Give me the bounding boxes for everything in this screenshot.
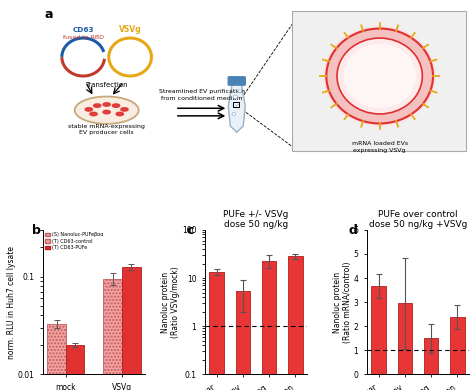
Ellipse shape — [112, 104, 119, 107]
Circle shape — [109, 38, 152, 76]
Circle shape — [232, 112, 236, 115]
Bar — [398, 303, 412, 374]
FancyBboxPatch shape — [228, 77, 246, 85]
Text: Streamlined EV purification: Streamlined EV purification — [159, 89, 245, 94]
Title: PUFe over control
dose 50 ng/kg +VSVg: PUFe over control dose 50 ng/kg +VSVg — [369, 210, 467, 229]
Text: d: d — [348, 224, 357, 237]
Text: a: a — [45, 9, 53, 21]
Text: Transfection: Transfection — [85, 82, 128, 88]
Text: VSVg: VSVg — [119, 25, 141, 34]
Text: b: b — [32, 224, 41, 237]
Ellipse shape — [75, 96, 138, 124]
Circle shape — [237, 105, 240, 108]
Text: stable mRNA-expressing: stable mRNA-expressing — [68, 124, 145, 129]
Y-axis label: Nanoluc protein
(Ratio VSVg/mock): Nanoluc protein (Ratio VSVg/mock) — [161, 266, 181, 338]
Text: mRNA loaded EVs: mRNA loaded EVs — [352, 141, 408, 146]
Circle shape — [337, 38, 422, 114]
Bar — [103, 279, 122, 390]
FancyBboxPatch shape — [292, 11, 466, 151]
Bar — [262, 261, 276, 390]
Legend: (S) Nanoluc-PUFeβαα, (T) CD63-control, (T) CD63-PUFe: (S) Nanoluc-PUFeβαα, (T) CD63-control, (… — [45, 232, 103, 250]
Ellipse shape — [94, 104, 101, 107]
Bar — [47, 324, 66, 390]
Circle shape — [327, 28, 433, 124]
Text: expressing VSVg: expressing VSVg — [354, 147, 406, 152]
Ellipse shape — [90, 112, 97, 116]
Bar — [288, 257, 302, 390]
Bar — [66, 345, 84, 390]
Ellipse shape — [116, 112, 123, 116]
Bar — [450, 317, 465, 374]
Bar — [236, 291, 250, 390]
Text: fused to RBD: fused to RBD — [63, 35, 104, 40]
Bar — [210, 272, 224, 390]
Bar — [122, 267, 141, 390]
Circle shape — [343, 44, 416, 108]
Circle shape — [233, 95, 237, 99]
Circle shape — [62, 38, 104, 76]
Ellipse shape — [103, 110, 110, 114]
Ellipse shape — [121, 108, 128, 111]
Y-axis label: norm. RLU in Huh7 cell lysate: norm. RLU in Huh7 cell lysate — [7, 246, 16, 359]
Text: from conditioned medium: from conditioned medium — [161, 96, 243, 101]
Ellipse shape — [103, 103, 110, 106]
Bar — [424, 338, 438, 374]
Ellipse shape — [85, 108, 92, 111]
Y-axis label: Nanoluc protein
(Ratio mRNA/control): Nanoluc protein (Ratio mRNA/control) — [333, 261, 352, 343]
Circle shape — [324, 27, 435, 125]
Text: EV producer cells: EV producer cells — [79, 130, 134, 135]
Title: PUFe +/- VSVg
dose 50 ng/kg: PUFe +/- VSVg dose 50 ng/kg — [223, 210, 289, 229]
Circle shape — [238, 90, 241, 93]
Text: CD63: CD63 — [73, 27, 94, 34]
Polygon shape — [228, 82, 246, 132]
Text: c: c — [186, 224, 193, 237]
Bar — [371, 286, 386, 374]
